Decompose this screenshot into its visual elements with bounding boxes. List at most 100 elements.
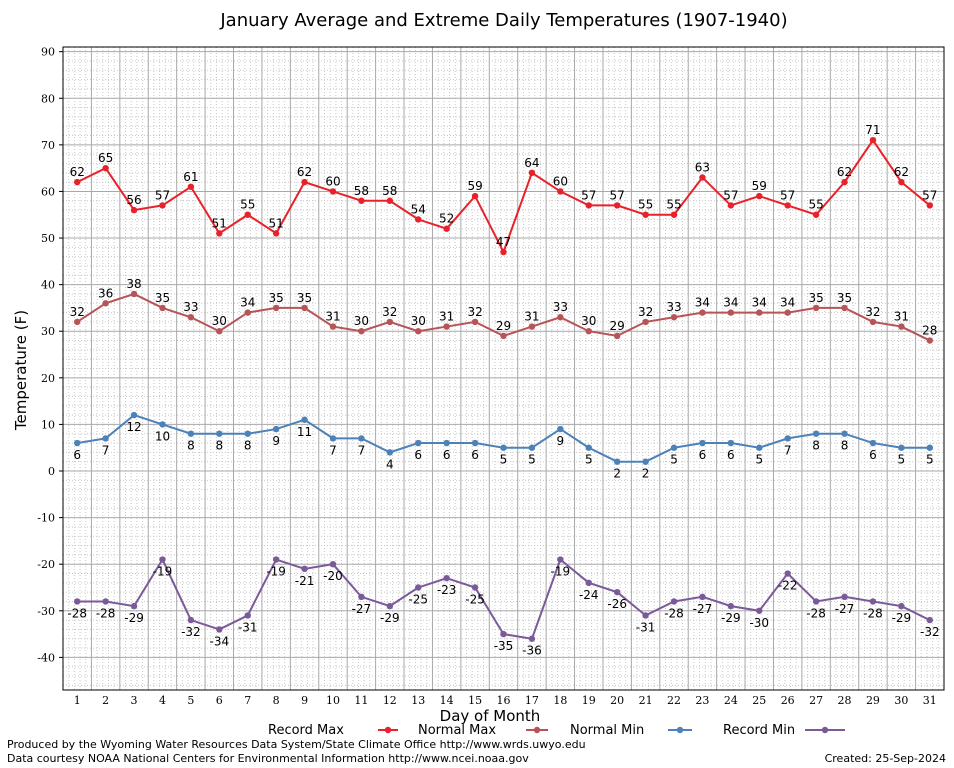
normal-max-data-label: 31 — [439, 310, 454, 324]
footer-created: Created: 25-Sep-2024 — [824, 752, 946, 765]
x-axis-label: Day of Month — [440, 707, 541, 725]
y-tick-label: 10 — [41, 418, 55, 431]
record-max-data-label: 55 — [666, 198, 681, 212]
legend-item-normal-min: Normal Min — [570, 723, 692, 738]
record-min-point — [500, 630, 507, 638]
record-min-point — [216, 626, 223, 633]
normal-max-data-label: 31 — [894, 310, 909, 324]
normal-max-data-label: 34 — [752, 296, 767, 310]
normal-max-point — [415, 328, 422, 335]
normal-min-point — [642, 458, 649, 465]
y-tick-label: 30 — [41, 325, 55, 338]
normal-max-point — [102, 300, 109, 307]
grid-lines — [62, 47, 945, 690]
record-min-data-label: -25 — [408, 592, 428, 606]
record-max-data-label: 62 — [837, 165, 852, 179]
record-min-data-label: -19 — [266, 565, 286, 579]
x-tick-label: 31 — [923, 694, 937, 707]
chart-title: January Average and Extreme Daily Temper… — [219, 10, 787, 31]
record-max-series: 62 65 56 57 61 51 55 51 62 60 58 58 54 52 59 47 64 60 57 57… — [70, 123, 937, 256]
record-min-data-label: -21 — [295, 574, 315, 588]
record-max-point — [216, 230, 223, 237]
normal-max-data-label: 36 — [98, 286, 113, 300]
normal-min-point — [926, 444, 933, 451]
record-max-data-label: 62 — [894, 165, 909, 179]
normal-min-data-label: 8 — [244, 439, 252, 453]
x-tick-label: 17 — [525, 694, 539, 707]
record-min-point — [329, 560, 337, 568]
normal-min-point — [386, 449, 394, 456]
normal-min-data-label: 5 — [528, 453, 536, 467]
record-min-point — [159, 556, 166, 563]
record-min-point — [670, 598, 678, 605]
normal-min-data-label: 6 — [73, 448, 81, 462]
normal-max-data-label: 32 — [865, 305, 880, 319]
normal-max-point — [272, 304, 280, 312]
record-min-data-label: -31 — [636, 620, 656, 634]
normal-max-point — [216, 328, 223, 335]
normal-max-point — [585, 328, 592, 335]
record-max-data-label: 56 — [126, 193, 141, 207]
record-min-data-label: -32 — [920, 625, 940, 639]
normal-max-data-label: 30 — [581, 314, 596, 328]
record-max-point — [557, 188, 564, 195]
record-min-data-label: -29 — [721, 611, 741, 625]
record-min-point — [471, 584, 479, 591]
record-max-point — [756, 192, 763, 200]
x-tick-label: 13 — [411, 694, 425, 707]
y-tick-label: 0 — [48, 465, 55, 478]
normal-max-data-label: 34 — [695, 296, 710, 310]
y-tick-label: -10 — [37, 512, 55, 525]
record-min-data-label: -23 — [437, 583, 457, 597]
x-tick-label: 28 — [838, 694, 852, 707]
record-min-point — [841, 593, 848, 601]
record-max-data-label: 61 — [183, 170, 198, 184]
x-tick-label: 11 — [354, 694, 368, 707]
record-max-data-label: 52 — [439, 212, 454, 226]
record-max-data-label: 54 — [411, 202, 426, 216]
x-tick-label: 19 — [582, 694, 596, 707]
record-min-data-label: -36 — [522, 644, 542, 658]
normal-min-data-label: 5 — [500, 453, 508, 467]
normal-max-data-label: 30 — [411, 314, 426, 328]
y-tick-label: -40 — [37, 651, 55, 664]
x-tick-label: 4 — [159, 694, 166, 707]
normal-min-point — [272, 425, 280, 433]
normal-max-point — [301, 304, 308, 312]
record-min-point — [187, 616, 195, 624]
record-min-point — [699, 593, 706, 601]
x-tick-label: 29 — [866, 694, 880, 707]
record-min-data-label: -29 — [124, 611, 144, 625]
record-max-data-label: 57 — [155, 188, 170, 202]
normal-min-data-label: 6 — [727, 448, 735, 462]
normal-max-data-label: 30 — [212, 314, 227, 328]
record-min-data-label: -31 — [238, 620, 258, 634]
normal-max-point — [443, 323, 450, 330]
x-tick-label: 6 — [216, 694, 223, 707]
record-min-point — [585, 579, 592, 587]
record-max-point — [812, 211, 820, 218]
normal-max-point — [500, 332, 507, 340]
record-max-point — [130, 206, 138, 214]
record-max-point — [244, 211, 251, 218]
record-min-data-label: -28 — [664, 606, 684, 620]
record-max-point — [187, 183, 195, 190]
legend-marker — [821, 726, 829, 734]
record-max-data-label: 65 — [98, 151, 113, 165]
normal-min-data-label: 2 — [613, 467, 621, 481]
normal-min-point — [670, 444, 678, 451]
normal-min-data-label: 4 — [386, 457, 394, 471]
normal-min-data-label: 9 — [272, 434, 280, 448]
normal-min-data-label: 7 — [329, 443, 337, 457]
record-max-data-label: 62 — [297, 165, 312, 179]
x-tick-label: 26 — [781, 694, 795, 707]
record-min-data-label: -19 — [551, 565, 571, 579]
record-max-point — [443, 225, 450, 232]
record-max-data-label: 47 — [496, 235, 511, 249]
normal-max-point — [812, 304, 820, 312]
record-min-point — [301, 565, 308, 573]
record-max-data-label: 60 — [553, 174, 568, 188]
footer-produced-by: Produced by the Wyoming Water Resources … — [7, 738, 586, 751]
